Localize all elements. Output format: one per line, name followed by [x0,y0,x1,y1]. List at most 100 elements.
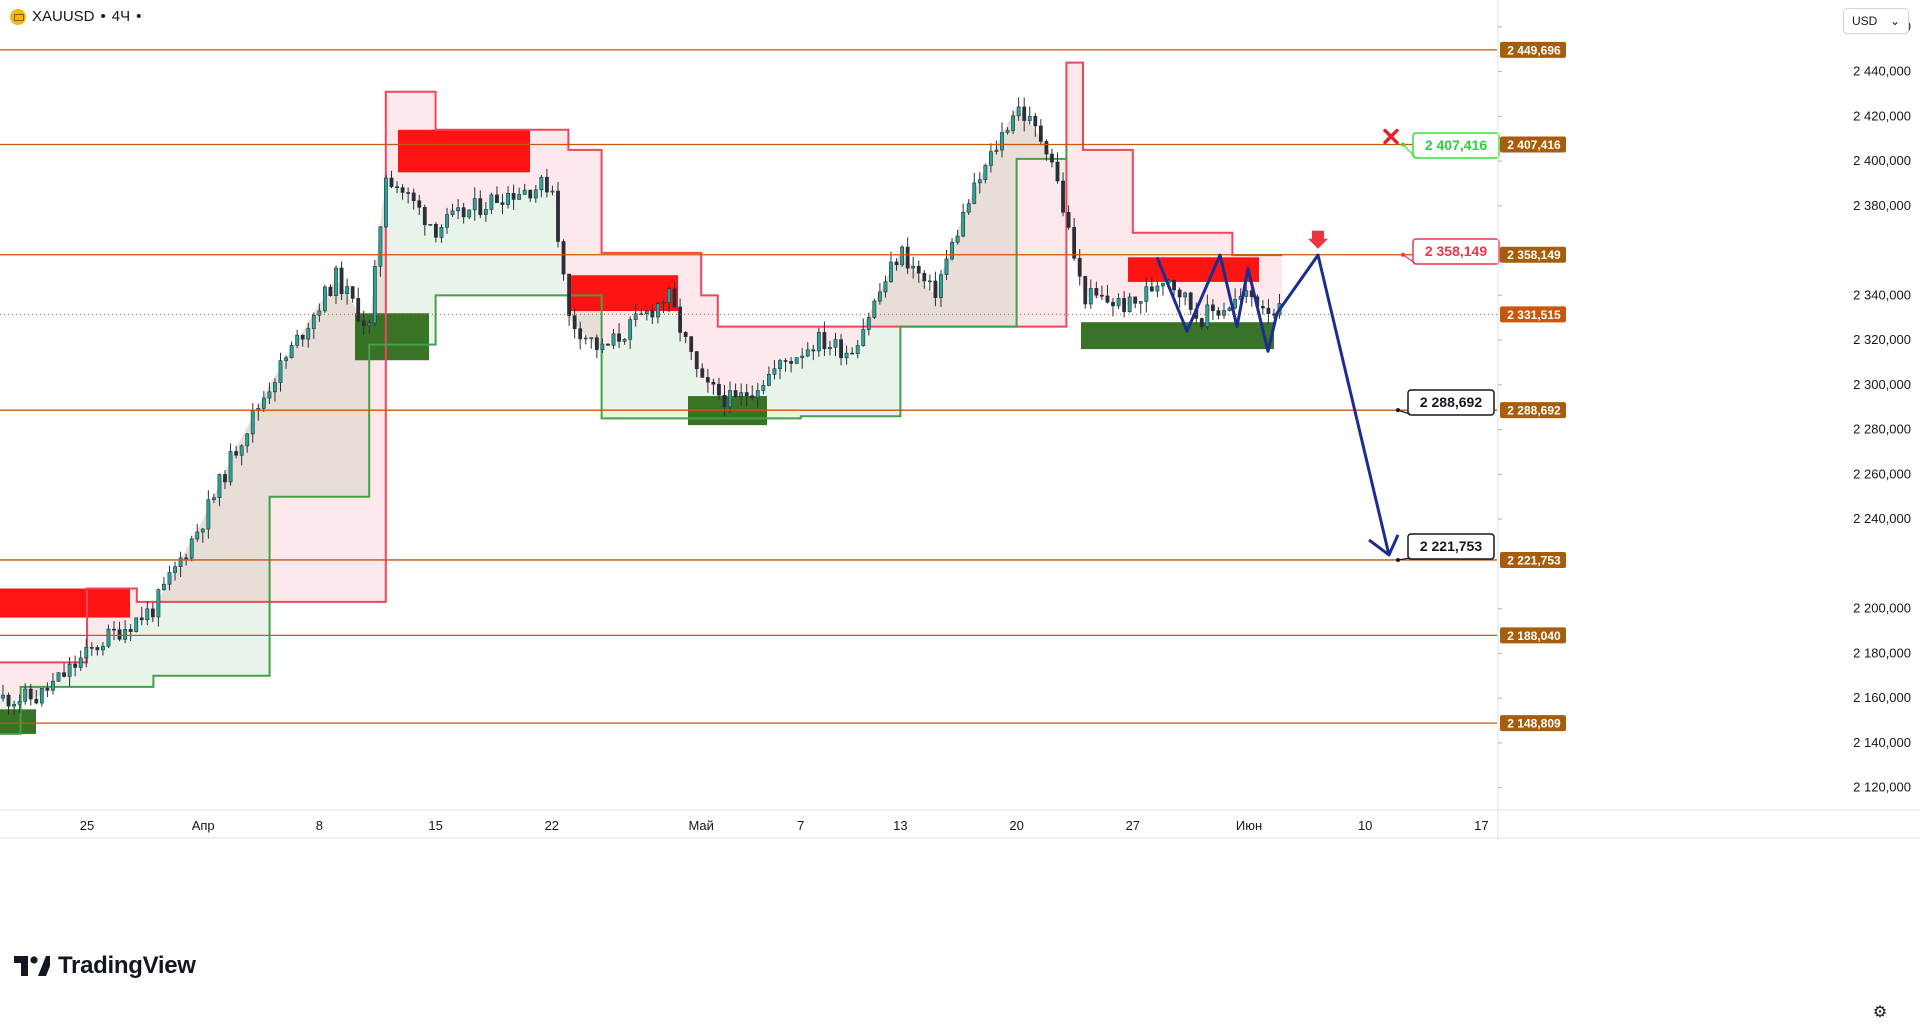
candle-body[interactable] [1027,115,1032,121]
target-callout-box[interactable] [1412,238,1500,265]
candle-body[interactable] [1055,161,1060,182]
candle-body[interactable] [539,176,544,191]
candle-body[interactable] [28,688,33,700]
candle-body[interactable] [367,322,372,326]
candle-body[interactable] [561,241,566,275]
candle-body[interactable] [206,499,211,530]
candle-body[interactable] [594,337,599,350]
candle-body[interactable] [334,267,338,296]
candle-body[interactable] [922,272,927,282]
candle-body[interactable] [833,339,838,348]
interval-label[interactable]: 4Ч [111,8,131,25]
candle-body[interactable] [1111,302,1115,307]
candle-body[interactable] [339,267,344,295]
candle-body[interactable] [639,313,644,316]
candle-body[interactable] [1083,275,1088,305]
candle-body[interactable] [1149,286,1154,292]
candle-body[interactable] [267,391,272,399]
candle-body[interactable] [977,179,982,184]
candle-body[interactable] [372,266,377,324]
candle-body[interactable] [994,149,999,152]
candle-body[interactable] [822,332,827,350]
candle-body[interactable] [1100,294,1104,297]
candle-body[interactable] [1044,141,1049,155]
candle-body[interactable] [395,186,399,189]
projected-zigzag[interactable] [1155,253,1391,556]
candle-body[interactable] [1088,288,1093,305]
candle-body[interactable] [123,628,128,640]
candle-body[interactable] [51,680,55,691]
candle-body[interactable] [1177,289,1182,298]
candle-body[interactable] [744,392,749,397]
candle-body[interactable] [872,300,877,318]
candle-body[interactable] [711,381,716,385]
candle-body[interactable] [317,310,322,316]
candle-body[interactable] [284,357,288,361]
candle-body[interactable] [278,360,283,383]
candle-body[interactable] [617,333,621,342]
target-callout-box[interactable] [1412,132,1500,159]
candle-body[interactable] [572,315,577,329]
candle-body[interactable] [672,288,677,308]
candle-body[interactable] [528,189,533,199]
candle-body[interactable] [1122,298,1127,312]
candle-body[interactable] [350,286,355,299]
candle-body[interactable] [1105,295,1110,303]
candle-body[interactable] [916,265,921,274]
candle-body[interactable] [883,281,888,293]
candle-body[interactable] [361,320,366,326]
candle-body[interactable] [844,352,849,359]
candle-body[interactable] [739,392,744,397]
candle-body[interactable] [1127,296,1132,312]
candle-body[interactable] [511,192,516,200]
chart-settings-button[interactable]: ⚙ [1868,1000,1892,1024]
candle-body[interactable] [6,694,11,707]
candle-body[interactable] [45,688,50,691]
candle-body[interactable] [239,445,244,456]
candle-body[interactable] [389,177,394,188]
candle-body[interactable] [200,528,205,533]
projection-path[interactable]: 2 407,416 2 358,149 2 288,692 2 221,753 [1155,128,1500,562]
candle-body[interactable] [62,672,66,677]
candle-body[interactable] [306,328,311,340]
candle-body[interactable] [611,333,616,346]
candle-body[interactable] [95,647,100,651]
candle-body[interactable] [106,628,111,647]
candle-body[interactable] [778,360,782,370]
candle-body[interactable] [550,190,555,193]
candle-body[interactable] [944,258,949,275]
symbol-header[interactable]: XAUUSD • 4Ч • [10,8,141,25]
candle-body[interactable] [1183,292,1188,298]
candle-body[interactable] [311,314,316,329]
candle-body[interactable] [1033,115,1038,127]
candle-body[interactable] [850,352,855,355]
candle-body[interactable] [445,214,449,228]
candle-body[interactable] [234,451,239,456]
candle-body[interactable] [134,617,139,632]
candle-body[interactable] [905,246,910,269]
candle-body[interactable] [1022,106,1027,121]
candle-body[interactable] [422,207,427,226]
candle-body[interactable] [889,261,893,283]
candle-body[interactable] [461,207,466,218]
candle-body[interactable] [816,332,821,352]
candle-body[interactable] [450,210,455,215]
candle-body[interactable] [145,608,150,621]
candle-body[interactable] [983,165,988,181]
candle-body[interactable] [184,557,189,560]
supply-zone[interactable] [568,275,678,312]
candle-body[interactable] [689,336,694,352]
candle-body[interactable] [1211,304,1215,311]
candle-body[interactable] [622,339,627,342]
candle-body[interactable] [112,628,116,631]
supply-zone[interactable] [0,588,130,618]
candle-body[interactable] [17,701,22,705]
candle-body[interactable] [1000,132,1004,151]
candle-body[interactable] [1227,307,1232,311]
candle-body[interactable] [289,344,294,358]
demand-zone[interactable] [1081,322,1274,350]
candle-body[interactable] [717,383,721,396]
candle-body[interactable] [1222,310,1226,316]
candle-body[interactable] [39,688,44,704]
